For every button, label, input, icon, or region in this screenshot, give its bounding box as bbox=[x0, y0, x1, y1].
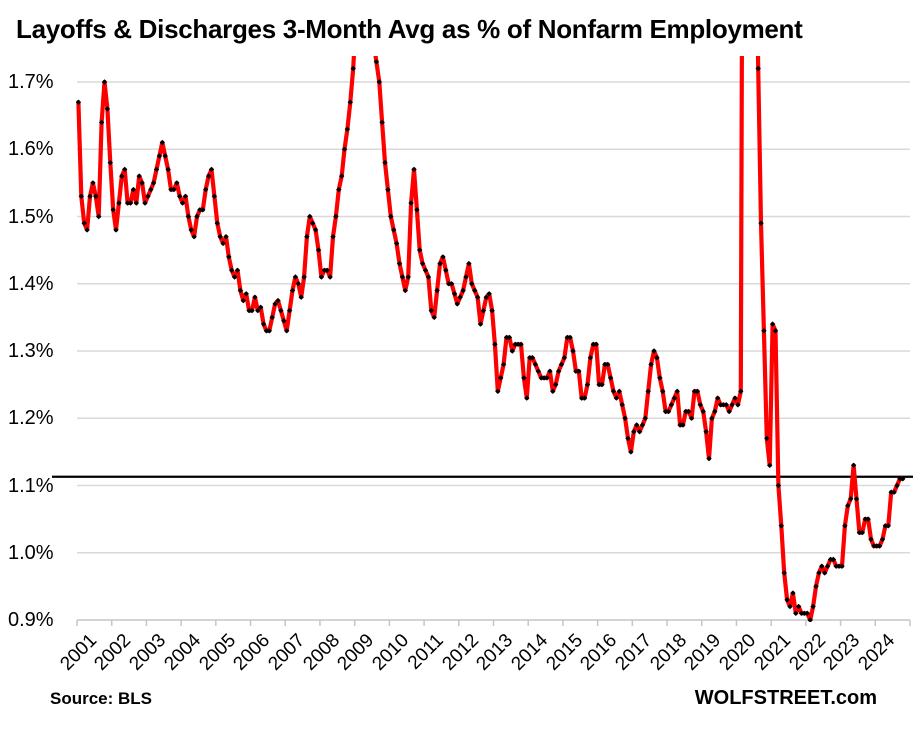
chart-title: Layoffs & Discharges 3-Month Avg as % of… bbox=[16, 14, 803, 44]
y-tick-label: 0.9% bbox=[8, 609, 54, 631]
y-tick-label: 1.3% bbox=[8, 340, 54, 362]
y-tick-label: 1.5% bbox=[8, 205, 54, 228]
y-tick-label: 1.4% bbox=[8, 272, 54, 295]
data-line bbox=[76, 56, 905, 622]
y-tick-label: 1.0% bbox=[8, 541, 54, 564]
source-note: Source: BLS bbox=[50, 689, 153, 708]
y-tick-label: 1.7% bbox=[8, 71, 54, 93]
y-tick-label: 1.2% bbox=[8, 407, 54, 430]
y-tick-label: 1.1% bbox=[8, 474, 54, 497]
y-tick-label: 1.6% bbox=[8, 138, 54, 161]
data-markers bbox=[76, 59, 906, 622]
wolfstreet-branding: WOLFSTREET.com bbox=[694, 687, 877, 709]
